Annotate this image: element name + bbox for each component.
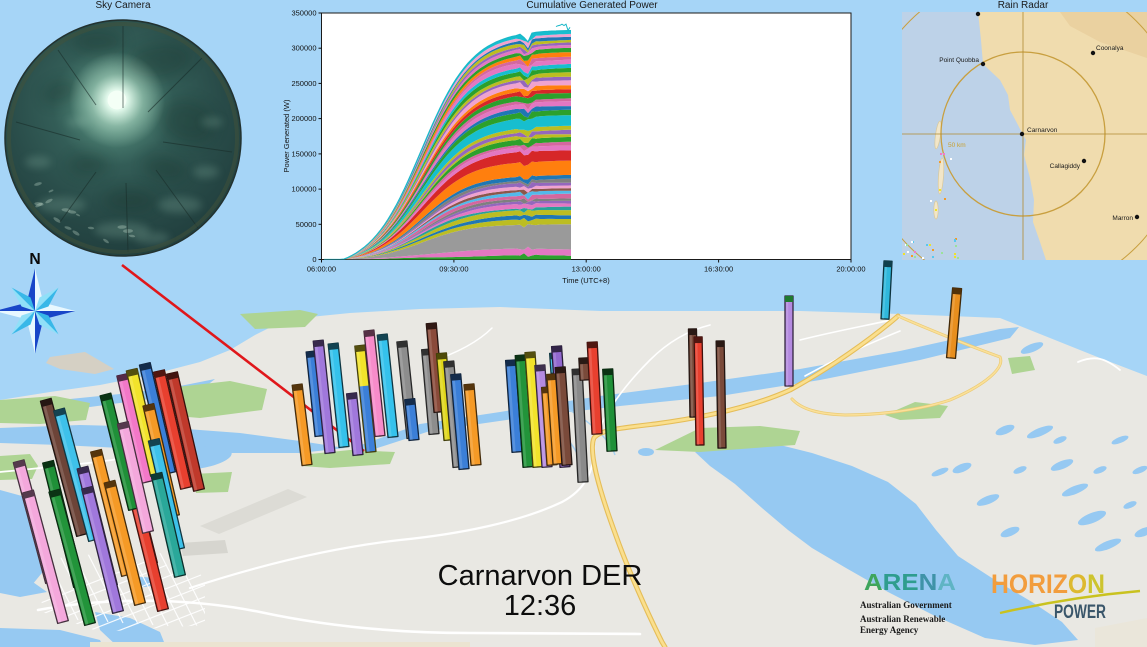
svg-text:0: 0 bbox=[312, 255, 316, 264]
svg-text:Power Generated (W): Power Generated (W) bbox=[282, 99, 291, 172]
svg-text:Coonalya: Coonalya bbox=[1096, 45, 1124, 52]
svg-text:13:00:00: 13:00:00 bbox=[572, 265, 601, 274]
svg-text:Australian Renewable: Australian Renewable bbox=[860, 614, 945, 624]
svg-text:Marron: Marron bbox=[1112, 215, 1133, 222]
svg-text:300000: 300000 bbox=[291, 44, 316, 53]
svg-text:N: N bbox=[29, 251, 40, 268]
svg-text:20:00:00: 20:00:00 bbox=[836, 265, 865, 274]
svg-text:50000: 50000 bbox=[296, 220, 317, 229]
svg-text:ARENA: ARENA bbox=[864, 569, 956, 595]
svg-text:Carnarvon DER: Carnarvon DER bbox=[438, 560, 643, 592]
svg-text:06:00:00: 06:00:00 bbox=[307, 265, 336, 274]
svg-text:Sky Camera: Sky Camera bbox=[95, 0, 150, 11]
svg-text:12:36: 12:36 bbox=[504, 590, 577, 622]
svg-text:Carnarvon: Carnarvon bbox=[1027, 127, 1058, 134]
svg-text:350000: 350000 bbox=[291, 9, 316, 18]
svg-text:Callagiddy: Callagiddy bbox=[1050, 163, 1081, 170]
svg-text:250000: 250000 bbox=[291, 79, 316, 88]
svg-text:HORIZON: HORIZON bbox=[991, 569, 1105, 599]
svg-text:100000: 100000 bbox=[291, 185, 316, 194]
svg-text:Australian Government: Australian Government bbox=[860, 600, 952, 610]
svg-text:150000: 150000 bbox=[291, 149, 316, 158]
svg-text:Time (UTC+8): Time (UTC+8) bbox=[562, 276, 610, 285]
svg-text:200000: 200000 bbox=[291, 114, 316, 123]
svg-text:POWER: POWER bbox=[1054, 602, 1106, 623]
svg-text:Rain Radar: Rain Radar bbox=[998, 0, 1049, 11]
svg-text:Energy Agency: Energy Agency bbox=[860, 625, 919, 635]
svg-text:50 km: 50 km bbox=[948, 142, 966, 149]
svg-text:Point Quobba: Point Quobba bbox=[939, 57, 979, 64]
svg-text:16:30:00: 16:30:00 bbox=[704, 265, 733, 274]
svg-text:09:30:00: 09:30:00 bbox=[439, 265, 468, 274]
svg-text:Cumulative Generated Power: Cumulative Generated Power bbox=[526, 0, 658, 11]
